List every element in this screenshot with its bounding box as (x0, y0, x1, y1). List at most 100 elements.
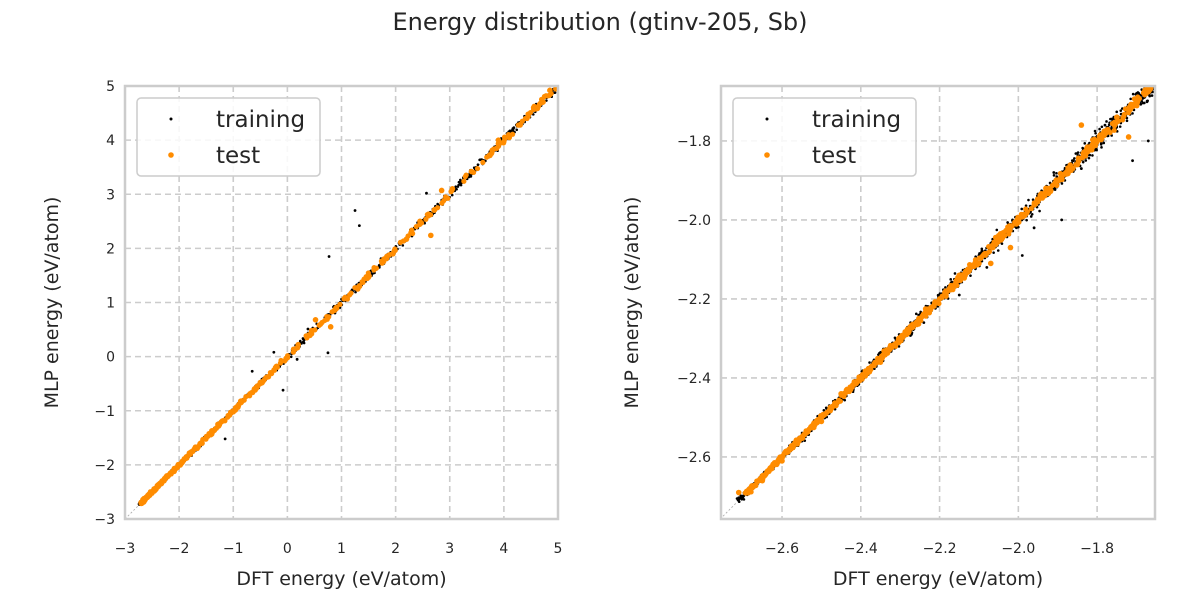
test-point (354, 286, 361, 292)
test-point (318, 321, 324, 327)
test-point (442, 194, 449, 200)
training-point (377, 264, 381, 268)
test-point (1067, 162, 1073, 168)
test-point (981, 252, 987, 258)
test-point (312, 317, 319, 323)
x-tick-label: 5 (554, 541, 563, 557)
test-point (930, 303, 936, 310)
test-point (1120, 117, 1126, 123)
training-point (950, 280, 954, 284)
test-point (812, 420, 818, 426)
training-point (1140, 82, 1143, 85)
training-point (969, 274, 972, 277)
test-point (257, 379, 264, 386)
test-point (284, 354, 291, 361)
training-point (1083, 142, 1087, 145)
training-point (1072, 159, 1075, 163)
test-point (1094, 138, 1100, 144)
test-point (1022, 212, 1028, 218)
test-point (1028, 206, 1034, 212)
training-point (289, 355, 293, 359)
training-point (1020, 254, 1024, 257)
y-tick-label: 4 (106, 133, 115, 149)
test-point (735, 489, 742, 496)
test-point (1111, 127, 1117, 133)
training-point (1102, 141, 1106, 145)
training-point (1081, 160, 1085, 164)
test-point (897, 335, 903, 342)
training-point (457, 180, 461, 184)
test-point (409, 227, 415, 233)
training-point (459, 178, 462, 182)
plot-area (721, 82, 1155, 519)
test-point (1133, 102, 1140, 109)
test-point (199, 440, 205, 446)
test-point (267, 370, 273, 376)
test-point (1078, 122, 1085, 128)
test-point (308, 327, 315, 334)
test-point (877, 359, 884, 365)
training-point (1098, 127, 1101, 131)
test-series (139, 87, 553, 505)
legend: training test (732, 97, 917, 177)
test-point (347, 292, 353, 298)
test-point (745, 489, 751, 495)
training-point (1094, 131, 1097, 135)
test-point (1114, 118, 1120, 124)
training-point (741, 495, 745, 498)
training-point (1038, 209, 1041, 213)
test-point (327, 324, 334, 330)
training-point (1129, 97, 1132, 101)
training-point (944, 286, 947, 289)
test-point (341, 295, 348, 302)
training-point (738, 496, 742, 500)
test-point (273, 363, 280, 370)
test-point (808, 425, 815, 431)
training-point (1027, 198, 1030, 202)
axes-frame (719, 84, 1157, 521)
test-point (333, 305, 339, 311)
test-point (371, 265, 377, 271)
test-point (1097, 132, 1103, 138)
legend-box (136, 97, 321, 177)
training-point (737, 500, 741, 504)
training-point (1099, 141, 1103, 145)
test-point (883, 350, 889, 356)
y-tick-label: 0 (106, 350, 115, 366)
test-point (866, 367, 872, 373)
test-point (914, 322, 920, 328)
x-tick-label: 2 (391, 541, 400, 557)
training-point (281, 388, 285, 392)
training-point (1093, 129, 1097, 133)
test-point (1005, 225, 1011, 231)
training-point (1125, 119, 1129, 123)
legend-label-training: training (812, 107, 901, 133)
test-point (925, 306, 931, 312)
test-point (265, 373, 272, 380)
test-point (211, 427, 218, 434)
training-point (995, 228, 999, 232)
training-point (1052, 174, 1056, 177)
test-point (379, 260, 385, 266)
training-point (1060, 218, 1064, 222)
test-point (225, 414, 231, 420)
training-point (893, 336, 897, 340)
training-point (1084, 159, 1088, 162)
test-point (798, 434, 805, 441)
test-point (1089, 137, 1096, 143)
test-point (1103, 127, 1110, 133)
y-tick-label: −3 (94, 512, 115, 528)
test-point (976, 260, 982, 267)
test-point (792, 440, 798, 446)
training-point (1020, 207, 1024, 211)
test-point (1035, 197, 1041, 203)
test-point (326, 314, 332, 320)
test-point (170, 467, 177, 474)
test-point (463, 172, 469, 178)
test-point (969, 264, 975, 270)
test-point (1031, 202, 1037, 208)
training-point (515, 128, 519, 132)
training-point (957, 293, 961, 297)
test-point (501, 134, 508, 140)
training-point (472, 166, 476, 170)
